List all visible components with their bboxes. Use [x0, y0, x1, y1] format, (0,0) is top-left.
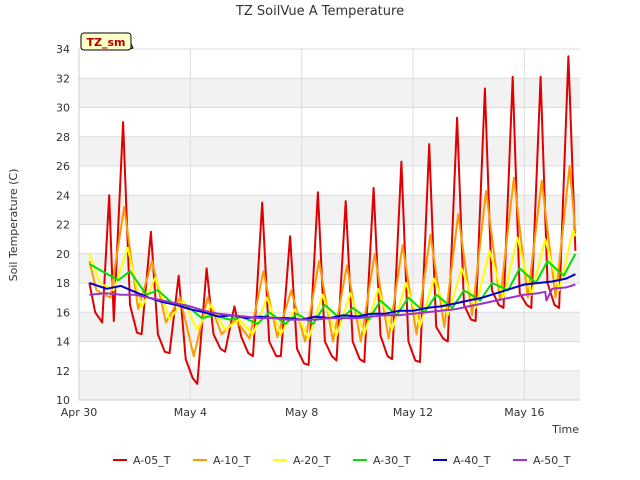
- y-tick-label: 32: [56, 72, 70, 85]
- y-tick-label: 20: [56, 248, 70, 261]
- chart-title: TZ SoilVue A Temperature: [235, 4, 404, 19]
- series-line-A-50_T: [89, 283, 576, 321]
- legend-label: A-50_T: [533, 454, 571, 467]
- series-line-A-05_T: [88, 55, 577, 385]
- y-tick-label: 10: [56, 394, 70, 407]
- y-tick-label: 14: [56, 336, 70, 349]
- series-line-A-20_T: [88, 229, 577, 340]
- x-axis-title: Time: [551, 423, 579, 436]
- series-group: [88, 55, 577, 385]
- y-tick-label: 28: [56, 131, 70, 144]
- y-tick-label: 22: [56, 219, 70, 232]
- x-tick-label: May 12: [393, 406, 433, 419]
- y-tick-label: 16: [56, 306, 70, 319]
- series-line-A-40_T: [89, 273, 576, 321]
- legend-label: A-10_T: [213, 454, 251, 467]
- legend-label: A-30_T: [373, 454, 411, 467]
- legend: A-05_T A-10_T A-20_T A-30_T A-40_T A-50_T: [113, 454, 571, 467]
- x-tick-label: Apr 30: [61, 406, 98, 419]
- x-tick-label: May 8: [285, 406, 318, 419]
- plot-band: [79, 195, 580, 225]
- y-axis: 10 12 14 16 18 20 22 24 26 28 30 32 34: [56, 43, 70, 407]
- y-axis-title: Soil Temperature (C): [7, 169, 20, 282]
- y-tick-label: 26: [56, 160, 70, 173]
- tag-frame: [80, 32, 132, 51]
- x-axis: Apr 30 May 4 May 8 May 12 May 16: [61, 406, 545, 419]
- y-tick-label: 30: [56, 102, 70, 115]
- plot-band: [79, 370, 580, 400]
- x-tick-label: May 4: [174, 406, 207, 419]
- legend-label: A-20_T: [293, 454, 331, 467]
- plot-band: [79, 136, 580, 166]
- y-tick-label: 34: [56, 43, 70, 56]
- y-tick-label: 12: [56, 365, 70, 378]
- legend-label: A-40_T: [453, 454, 491, 467]
- x-tick-label: May 16: [504, 406, 544, 419]
- tag-label: TZ_sm: [87, 36, 126, 49]
- legend-label: A-05_T: [133, 454, 171, 467]
- y-tick-label: 18: [56, 277, 70, 290]
- y-tick-label: 24: [56, 189, 70, 202]
- plot-band: [79, 78, 580, 108]
- tag-box: TZ_sm: [80, 32, 134, 51]
